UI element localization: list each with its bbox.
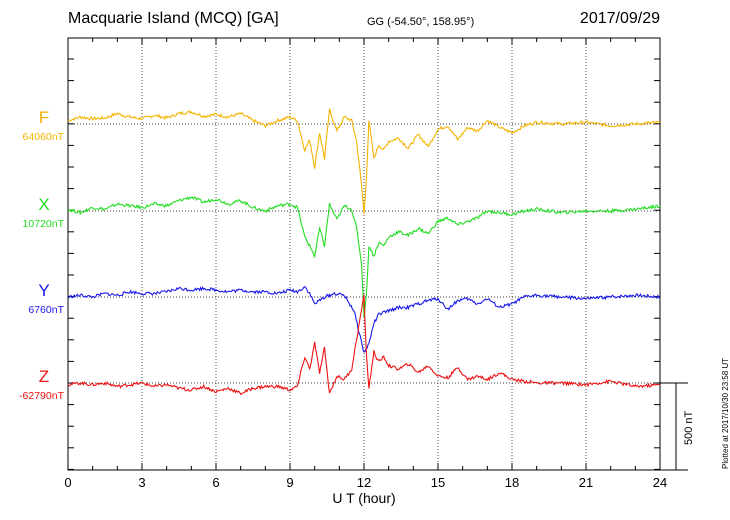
chart-date: 2017/09/29 [579,10,660,27]
x-tick-label-21: 21 [579,475,593,490]
series-baseline-Y: 6760nT [28,304,64,316]
series-name-Z: Z [39,367,49,386]
series-labels: F 64060nT X 10720nT Y 6760nT Z -62790nT [19,108,65,402]
grid-lines [141,38,587,470]
series-lines [67,108,661,395]
series-baseline-Z: -62790nT [19,390,65,402]
plotted-timestamp: Plotted at 2017/10/30 23:58 UT [721,357,730,469]
x-tick-label-24: 24 [653,475,667,490]
coordinates: GG (-54.50°, 158.95°) [367,16,475,28]
x-tick-label-12: 12 [357,475,371,490]
series-name-F: F [39,108,49,127]
series-name-X: X [38,195,49,214]
scale-bar [660,382,688,471]
series-name-Y: Y [38,281,49,300]
x-tick-label-9: 9 [286,475,293,490]
x-tick-label-18: 18 [505,475,519,490]
series-line-Y [67,285,661,353]
series-line-X [67,196,661,317]
x-tick-label-0: 0 [64,475,71,490]
series-line-Z [67,294,661,395]
x-tick-label-15: 15 [431,475,445,490]
x-tick-label-6: 6 [212,475,219,490]
chart-title: Macquarie Island (MCQ) [GA] [68,10,279,27]
axis-ticks: 0 3 6 9 12 15 18 21 24 [64,38,667,490]
x-axis-label: U T (hour) [332,490,395,506]
scale-bar-label: 500 nT [683,410,695,445]
series-line-F [67,108,661,215]
x-tick-label-3: 3 [138,475,145,490]
series-baseline-F: 64060nT [23,131,65,143]
series-baseline-X: 10720nT [23,218,65,230]
